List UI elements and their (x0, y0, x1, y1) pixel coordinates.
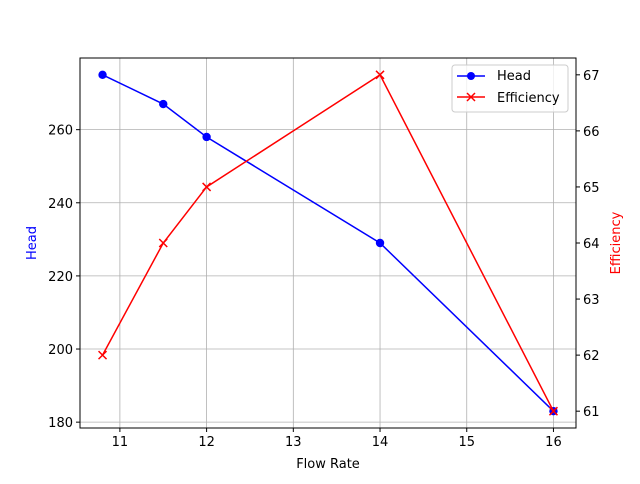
y-tick-label: 200 (48, 343, 73, 358)
y2-tick-label: 62 (583, 349, 600, 364)
x-axis-ticks: 11 12 13 14 15 16 (112, 428, 562, 450)
data-point (375, 238, 385, 248)
legend-label-head: Head (497, 69, 531, 84)
x-tick-label: 13 (285, 435, 302, 450)
y2-tick-label: 67 (583, 69, 600, 84)
data-point (202, 132, 211, 142)
data-point (202, 182, 212, 192)
y2-axis-label: Efficiency (609, 211, 624, 274)
data-point (98, 70, 107, 80)
plot-series (98, 70, 558, 416)
y-tick-label: 260 (48, 124, 73, 139)
x-marker-icon (466, 92, 476, 102)
y2-axis-ticks: 61 62 63 64 65 66 67 (576, 69, 600, 420)
plot-frame (79, 57, 577, 429)
y-tick-label: 220 (48, 270, 73, 285)
data-point (158, 238, 168, 248)
y-tick-label: 180 (48, 416, 73, 431)
y-tick-label: 240 (48, 197, 73, 212)
y2-tick-label: 64 (583, 237, 600, 252)
circle-marker-icon (467, 72, 475, 80)
legend-label-efficiency: Efficiency (497, 91, 560, 106)
data-point (548, 406, 558, 416)
x-tick-label: 11 (112, 435, 129, 450)
grid-lines (80, 58, 576, 428)
y2-tick-label: 61 (583, 405, 600, 420)
y-axis-ticks: 180 200 220 240 260 (48, 124, 80, 431)
x-tick-label: 16 (545, 435, 562, 450)
data-point (98, 350, 108, 360)
x-axis-label: Flow Rate (296, 457, 360, 472)
legend: Head Efficiency (451, 64, 569, 113)
y2-tick-label: 65 (583, 181, 600, 196)
x-tick-label: 15 (458, 435, 475, 450)
x-tick-label: 12 (198, 435, 215, 450)
y2-tick-label: 63 (583, 293, 600, 308)
x-tick-label: 14 (372, 435, 389, 450)
y-axis-label: Head (25, 226, 40, 260)
data-point (159, 99, 168, 109)
series-line-head (102, 74, 554, 412)
series-line-efficiency (101, 73, 555, 412)
data-point (375, 70, 385, 80)
y2-tick-label: 66 (583, 125, 600, 140)
